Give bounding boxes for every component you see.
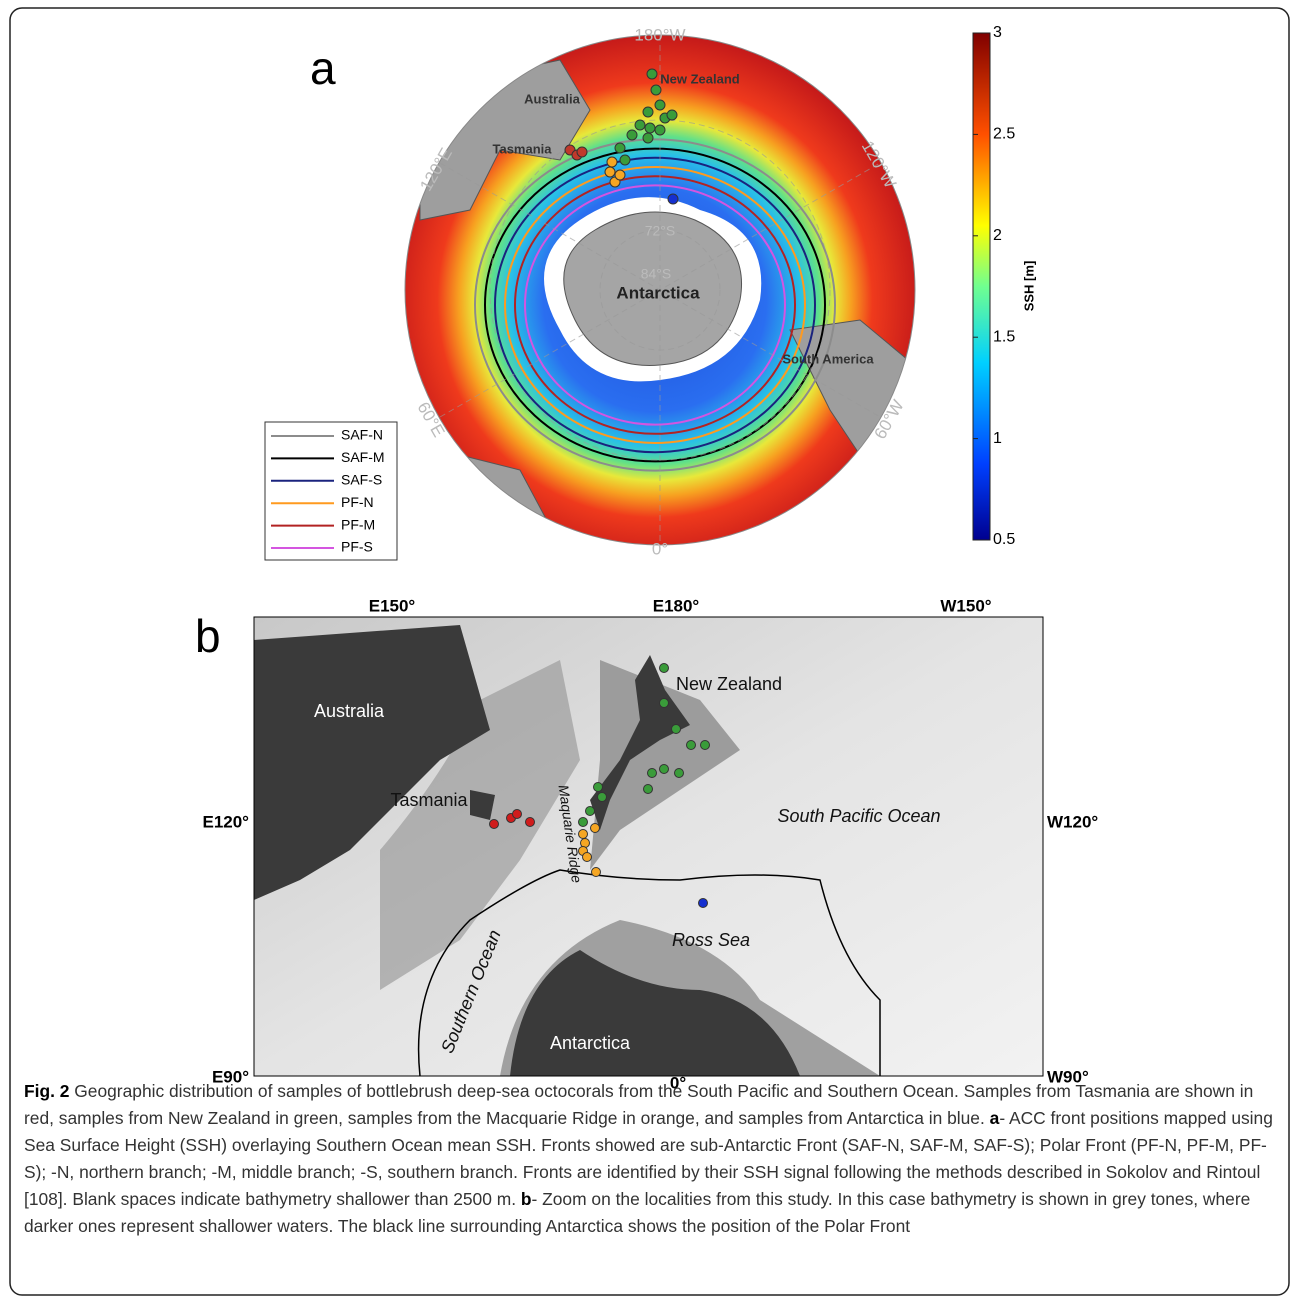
sample — [598, 793, 607, 802]
sample — [644, 785, 653, 794]
axis-label: W150° — [940, 596, 991, 615]
legend-label: PF-S — [341, 539, 373, 555]
sample — [660, 664, 669, 673]
legend-label: SAF-N — [341, 427, 383, 443]
graticule-label: 72°S — [645, 223, 676, 239]
place-label: New Zealand — [660, 71, 740, 86]
graticule-label: 180°W — [634, 25, 685, 44]
sample — [645, 123, 655, 133]
sample — [605, 167, 615, 177]
sample — [579, 818, 588, 827]
sample — [660, 765, 669, 774]
sample — [687, 741, 696, 750]
colorbar-tick-label: 1 — [993, 430, 1002, 447]
axis-label: W120° — [1047, 812, 1098, 831]
sample — [586, 807, 595, 816]
sample — [490, 820, 499, 829]
axis-label: E150° — [369, 596, 416, 615]
colorbar-label: SSH [m] — [1021, 261, 1036, 312]
sample — [615, 143, 625, 153]
sample — [647, 69, 657, 79]
colorbar-tick-label: 3 — [993, 24, 1002, 41]
place-label: Australia — [314, 701, 385, 721]
place-label: South America — [782, 351, 874, 366]
sample — [699, 899, 708, 908]
legend-label: PF-N — [341, 494, 374, 510]
sample — [583, 853, 592, 862]
sample — [620, 155, 630, 165]
colorbar-tick-label: 2 — [993, 227, 1002, 244]
sample — [607, 157, 617, 167]
legend-label: SAF-M — [341, 449, 385, 465]
sample — [701, 741, 710, 750]
sample — [660, 699, 669, 708]
sample — [675, 769, 684, 778]
sample — [627, 130, 637, 140]
place-label: Tasmania — [492, 141, 552, 156]
sample — [615, 170, 625, 180]
sample — [513, 810, 522, 819]
colorbar-tick-label: 2.5 — [993, 126, 1015, 143]
sample — [655, 125, 665, 135]
sample — [579, 830, 588, 839]
sample — [651, 85, 661, 95]
colorbar — [973, 33, 990, 540]
sample — [635, 120, 645, 130]
axis-label: E180° — [653, 596, 700, 615]
place-label: Antarctica — [550, 1033, 631, 1053]
caption-panel: b — [521, 1189, 532, 1209]
sample — [577, 147, 587, 157]
panel-label: b — [195, 610, 221, 662]
sample — [643, 107, 653, 117]
place-label: Antarctica — [616, 283, 700, 302]
sample — [672, 725, 681, 734]
sample — [655, 100, 665, 110]
sample — [668, 194, 678, 204]
sample — [591, 824, 600, 833]
caption: Fig. 2 Geographic distribution of sample… — [24, 1078, 1282, 1240]
zoom-map — [254, 617, 1043, 1076]
sample — [648, 769, 657, 778]
figure: a 180°W 120°W 60°W 0° 60°E 120°E 72°S 84… — [0, 0, 1292, 1299]
sample — [643, 133, 653, 143]
place-label: South Pacific Ocean — [777, 806, 940, 826]
colorbar-tick-label: 0.5 — [993, 531, 1015, 548]
sample — [594, 783, 603, 792]
place-label: New Zealand — [676, 674, 782, 694]
axis-label: E120° — [202, 812, 249, 831]
sample — [526, 818, 535, 827]
sample — [592, 868, 601, 877]
place-label: Australia — [524, 91, 580, 106]
legend-label: SAF-S — [341, 472, 382, 488]
sample — [667, 110, 677, 120]
graticule-label: 0° — [652, 539, 668, 558]
panel-label: a — [310, 42, 336, 94]
colorbar-tick-label: 1.5 — [993, 328, 1015, 345]
caption-label: Fig. 2 — [24, 1081, 69, 1101]
graticule-label: 84°S — [641, 266, 672, 282]
place-label: Ross Sea — [672, 930, 750, 950]
caption-panel: a — [990, 1108, 1000, 1128]
place-label: Tasmania — [390, 790, 468, 810]
legend-label: PF-M — [341, 516, 375, 532]
